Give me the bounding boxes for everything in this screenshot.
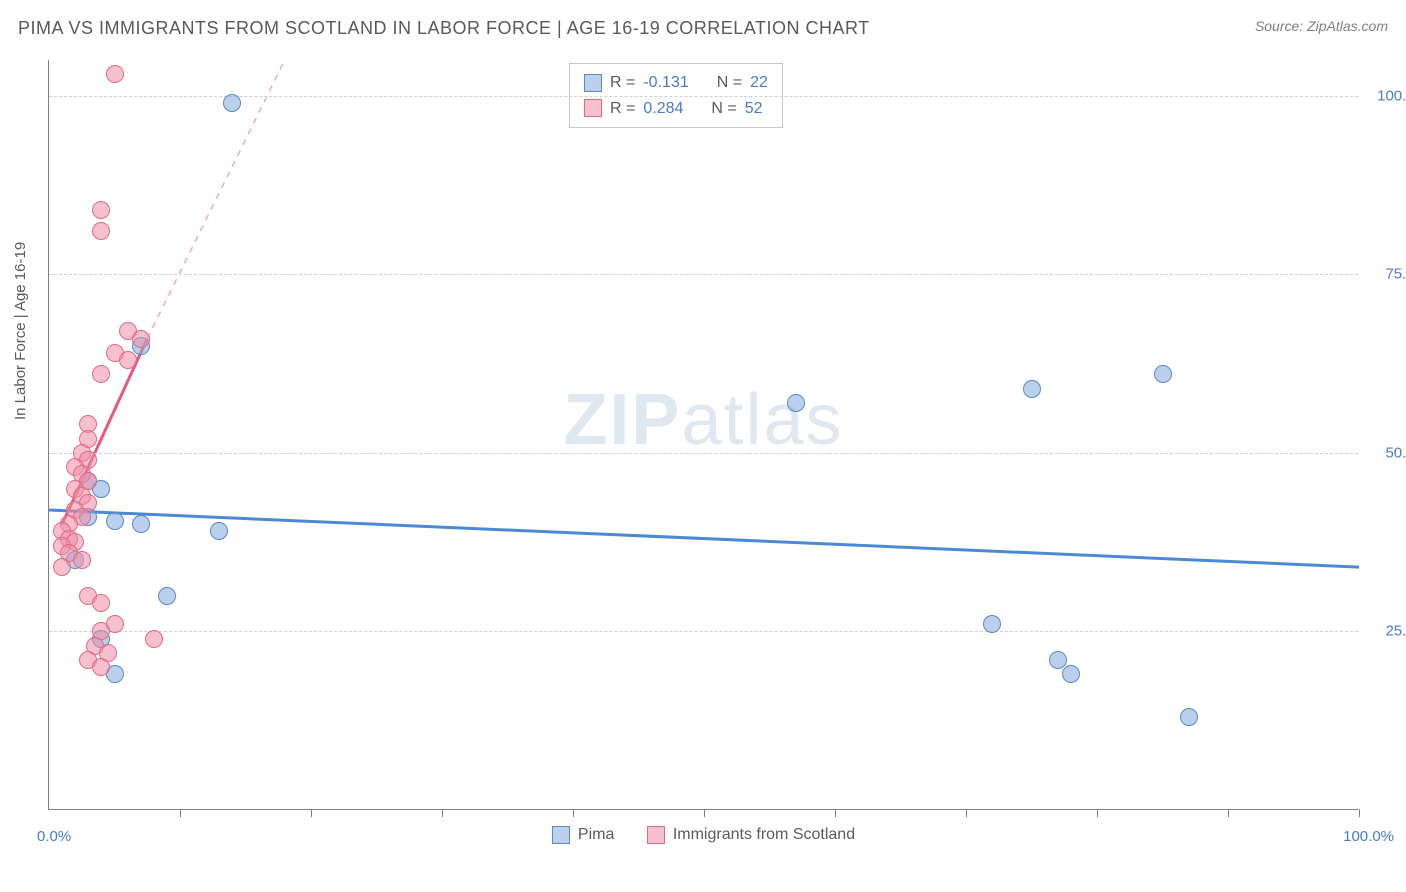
x-tick (311, 809, 312, 817)
scotland-trend-line-dashed (147, 60, 285, 339)
scotland-point (119, 351, 137, 369)
pima-point (1180, 708, 1198, 726)
y-axis-label: In Labor Force | Age 16-19 (12, 242, 29, 420)
chart-title: PIMA VS IMMIGRANTS FROM SCOTLAND IN LABO… (18, 18, 870, 39)
pima-point (1023, 380, 1041, 398)
pima-point (132, 515, 150, 533)
x-tick (573, 809, 574, 817)
legend-row-scotland: R = 0.284 N = 52 (584, 96, 768, 122)
scotland-point (92, 222, 110, 240)
x-tick (835, 809, 836, 817)
trend-lines (49, 60, 1359, 810)
x-axis-max-label: 100.0% (1343, 828, 1394, 845)
y-tick-label: 50.0% (1368, 444, 1406, 461)
x-tick (1097, 809, 1098, 817)
scotland-swatch-bottom (647, 826, 665, 844)
n-label: N = (711, 96, 736, 122)
scotland-r-value: 0.284 (643, 96, 683, 122)
grid-line (49, 631, 1358, 632)
x-tick (442, 809, 443, 817)
legend-row-pima: R = -0.131 N = 22 (584, 70, 768, 96)
r-label: R = (610, 96, 635, 122)
scotland-point (92, 365, 110, 383)
scotland-point (73, 551, 91, 569)
scotland-label: Immigrants from Scotland (673, 826, 855, 844)
pima-n-value: 22 (750, 70, 768, 96)
pima-r-value: -0.131 (643, 70, 688, 96)
pima-trend-line (49, 510, 1359, 567)
pima-point (106, 512, 124, 530)
legend-item-pima: Pima (552, 826, 614, 844)
scotland-swatch (584, 99, 602, 117)
x-axis-min-label: 0.0% (37, 828, 71, 845)
pima-point (1154, 365, 1172, 383)
scotland-n-value: 52 (745, 96, 763, 122)
pima-point (787, 394, 805, 412)
pima-point (1049, 651, 1067, 669)
scotland-point (132, 330, 150, 348)
y-tick-label: 75.0% (1368, 266, 1406, 283)
scotland-point (106, 65, 124, 83)
grid-line (49, 453, 1358, 454)
pima-swatch-bottom (552, 826, 570, 844)
scatter-plot: ZIPatlas R = -0.131 N = 22 R = 0.284 N =… (48, 60, 1358, 810)
scotland-point (92, 658, 110, 676)
grid-line (49, 274, 1358, 275)
pima-point (158, 587, 176, 605)
pima-label: Pima (578, 826, 614, 844)
pima-point (983, 615, 1001, 633)
scotland-point (92, 594, 110, 612)
scotland-point (92, 201, 110, 219)
grid-line (49, 96, 1358, 97)
pima-point (1062, 665, 1080, 683)
pima-point (210, 522, 228, 540)
x-tick (180, 809, 181, 817)
n-label: N = (717, 70, 742, 96)
y-tick-label: 100.0% (1368, 87, 1406, 104)
source-attribution: Source: ZipAtlas.com (1255, 18, 1388, 34)
pima-point (223, 94, 241, 112)
x-tick (966, 809, 967, 817)
x-tick (704, 809, 705, 817)
x-tick (1228, 809, 1229, 817)
y-tick-label: 25.0% (1368, 623, 1406, 640)
pima-swatch (584, 74, 602, 92)
r-label: R = (610, 70, 635, 96)
scotland-point (53, 558, 71, 576)
series-legend: Pima Immigrants from Scotland (49, 826, 1358, 849)
x-tick (1359, 809, 1360, 817)
legend-item-scotland: Immigrants from Scotland (647, 826, 855, 844)
scotland-point (145, 630, 163, 648)
